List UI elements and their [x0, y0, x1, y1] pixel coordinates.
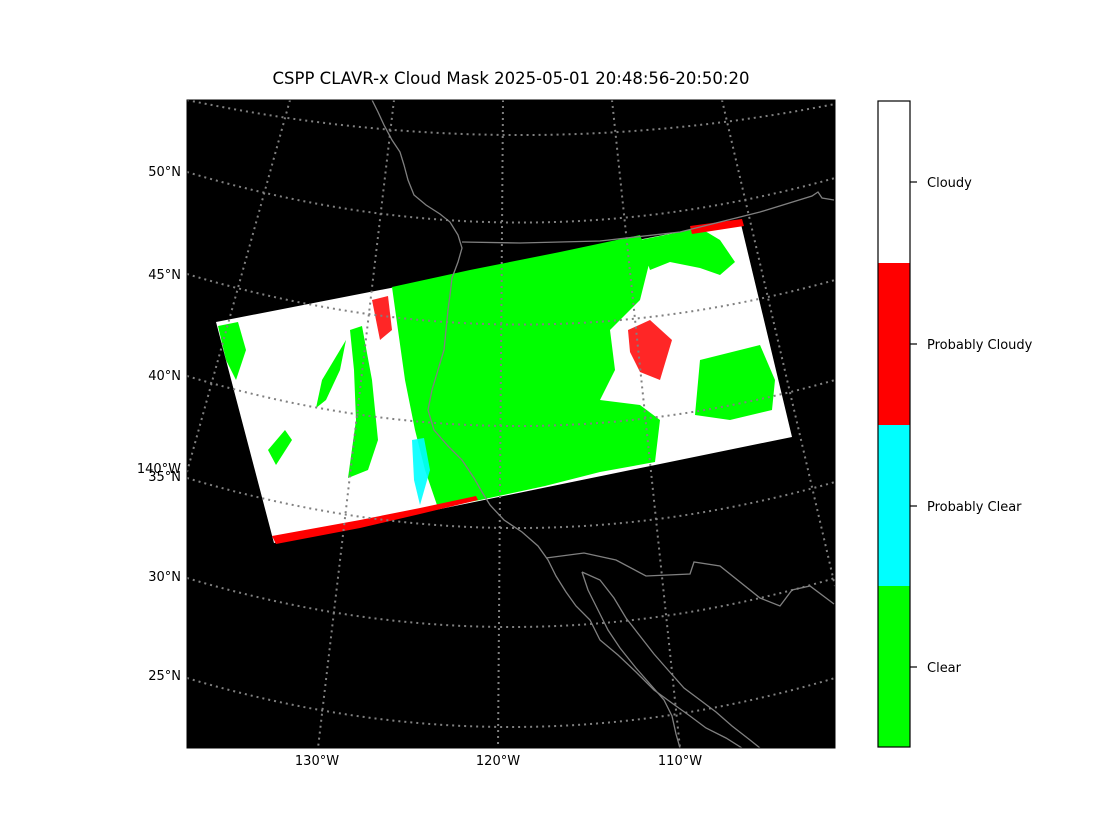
probably-cloudy-patches: [628, 320, 672, 380]
lat-label-45n: 45°N: [148, 268, 181, 283]
meridian-100w: [721, 100, 835, 587]
colorbar-label-probably-clear: Probably Clear: [927, 500, 1022, 515]
parallel-55n: [187, 100, 835, 136]
colorbar-segment-clear: [878, 586, 910, 747]
colorbar-frame: [877, 100, 911, 748]
clear-region-main: [392, 235, 660, 508]
probably-cloudy-south-edge: [272, 496, 478, 544]
us-mexico-border: [545, 552, 835, 607]
clear-region-east: [695, 345, 775, 420]
meridian-130w: [317, 100, 395, 748]
map-title: CSPP CLAVR-x Cloud Mask 2025-05-01 20:48…: [272, 69, 750, 88]
lon-label-130w: 130°W: [295, 754, 339, 769]
probably-clear-patches: [412, 438, 430, 505]
gulf-of-california: [581, 571, 761, 748]
us-canada-border: [461, 191, 835, 244]
clear-region-far-west: [218, 322, 246, 380]
colorbar-label-probably-cloudy: Probably Cloudy: [927, 338, 1033, 353]
coastlines: [371, 100, 835, 748]
north-america-west-coast: [371, 100, 743, 748]
lat-label-25n: 25°N: [148, 669, 181, 684]
lon-label-120w: 120°W: [476, 754, 520, 769]
lon-label-110w: 110°W: [658, 754, 702, 769]
clear-region-north: [640, 228, 735, 275]
colorbar-segment-probably-clear: [878, 425, 910, 586]
longitude-labels: 130°W 120°W 110°W 140°W: [137, 462, 702, 769]
map-panel: [186, 99, 836, 749]
meridian-140w: [187, 100, 291, 473]
colorbar: Cloudy Probably Cloudy Probably Clear Cl…: [877, 100, 1033, 748]
probably-cloudy-north-edge: [690, 219, 744, 234]
colorbar-label-cloudy: Cloudy: [927, 176, 972, 191]
baja-california: [581, 571, 681, 748]
lat-label-40n: 40°N: [148, 369, 181, 384]
meridian-120w: [497, 100, 504, 748]
colorbar-segment-probably-cloudy: [878, 263, 910, 425]
lat-label-50n: 50°N: [148, 165, 181, 180]
clear-region-west-streak: [316, 340, 346, 408]
graticule: [187, 100, 835, 748]
meridian-110w: [611, 100, 681, 748]
map-frame: [186, 99, 836, 749]
latitude-labels: 50°N 45°N 40°N 35°N 30°N 25°N: [148, 165, 181, 684]
cloud-mask-swath: [216, 219, 792, 544]
clear-region-sw-streak: [268, 430, 292, 465]
probably-cloudy-west-patch: [372, 296, 392, 340]
lat-label-30n: 30°N: [148, 570, 181, 585]
clear-region-west-band: [348, 326, 378, 478]
colorbar-segment-cloudy: [878, 101, 910, 263]
lon-label-140w: 140°W: [137, 462, 181, 477]
lat-label-35n: 35°N: [148, 470, 181, 485]
colorbar-label-clear: Clear: [927, 661, 962, 676]
